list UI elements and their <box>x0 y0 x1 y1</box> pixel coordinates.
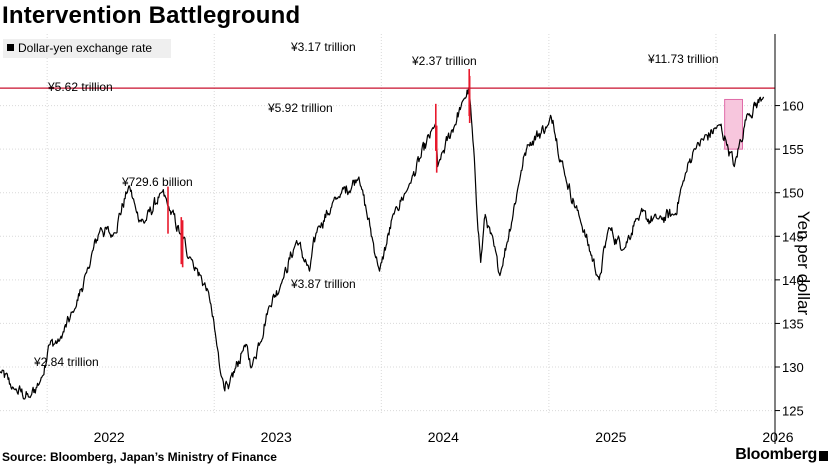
x-tick-label: 2024 <box>428 429 459 444</box>
x-tick-label: 2022 <box>94 429 125 444</box>
y-tick-label: 160 <box>782 99 804 114</box>
chart-title: Intervention Battleground <box>2 2 301 29</box>
source-note: Source: Bloomberg, Japan’s Ministry of F… <box>2 450 277 464</box>
highlight-box <box>724 98 743 150</box>
x-tick-label: 2025 <box>595 429 626 444</box>
y-tick-label: 130 <box>782 360 804 375</box>
series-line-dollar-yen <box>0 87 765 400</box>
legend-swatch <box>7 44 14 51</box>
y-tick-label: 150 <box>782 186 804 201</box>
grid-lines <box>0 34 775 414</box>
annotation-label: ¥729.6 billion <box>122 175 193 189</box>
annotation-label: ¥3.17 trillion <box>291 40 356 54</box>
brand-logo: Bloomberg <box>735 446 817 463</box>
y-tick-label: 155 <box>782 142 804 157</box>
annotation-label: ¥2.37 trillion <box>412 54 477 68</box>
x-tick-label: 2026 <box>762 429 793 444</box>
brand-mark-icon <box>819 451 828 461</box>
y-axis-label: Yen per dollar <box>794 211 813 316</box>
intervention-marks <box>167 68 471 268</box>
legend: Dollar-yen exchange rate <box>3 39 171 58</box>
legend-label: Dollar-yen exchange rate <box>18 41 153 55</box>
highlight-box-layer <box>724 98 743 150</box>
x-axis: 2022 2023 2024 2025 2026 <box>94 429 794 444</box>
y-tick-label: 140 <box>782 273 804 288</box>
annotation-label: ¥2.84 trillion <box>34 355 99 369</box>
annotation-label: ¥5.62 trillion <box>48 80 113 94</box>
annotation-label: ¥5.92 trillion <box>268 101 333 115</box>
y-tick-label: 145 <box>782 229 804 244</box>
y-tick-label: 125 <box>782 404 804 419</box>
x-tick-label: 2023 <box>261 429 292 444</box>
series-line-layer <box>0 87 765 400</box>
annotation-label: ¥11.73 trillion <box>648 52 719 66</box>
y-axis: 125 130 135 140 145 150 155 160 <box>774 34 804 444</box>
annotation-label: ¥3.87 trillion <box>291 277 356 291</box>
y-tick-label: 135 <box>782 316 804 331</box>
